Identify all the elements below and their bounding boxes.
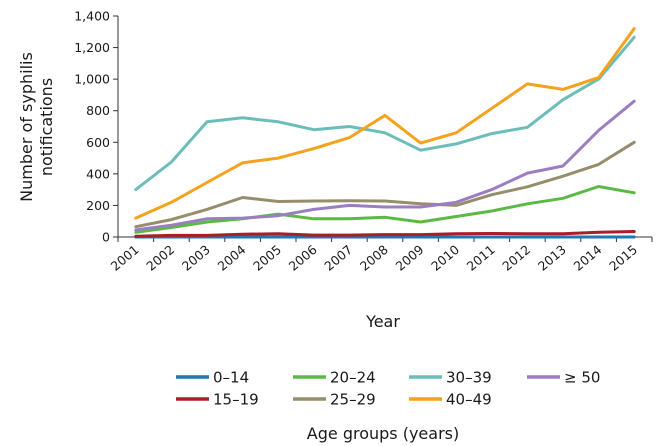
x-tick-label: 2005 (250, 242, 284, 274)
series-line (134, 185, 636, 234)
series-line (134, 35, 636, 192)
legend-item: 25–29 (293, 391, 376, 409)
y-tick-label: 1,200 (74, 40, 110, 55)
legend-label: 15–19 (213, 391, 259, 409)
y-axis-title-line-2: notifications (37, 78, 56, 176)
series-line (134, 140, 636, 229)
y-tick-label: 200 (86, 198, 110, 213)
legend-label: 25–29 (330, 391, 376, 409)
x-tick-label: 2002 (143, 242, 177, 274)
legend-item: 0–14 (176, 369, 249, 387)
x-axis-title: Year (365, 312, 400, 331)
x-tick-label: 2009 (393, 242, 427, 274)
series-line (134, 230, 636, 238)
y-axis-title-line-1: Number of syphilis (17, 52, 36, 202)
x-tick-label: 2013 (535, 242, 569, 274)
legend-item: 15–19 (176, 391, 259, 409)
series-lines (134, 27, 636, 239)
legend-title: Age groups (years) (307, 424, 459, 443)
legend-label: 40–49 (446, 391, 492, 409)
x-tick-label: 2006 (286, 242, 320, 274)
y-tick-label: 1,000 (74, 72, 110, 87)
y-tick-label: 400 (86, 166, 110, 181)
series-line (134, 27, 636, 220)
legend-label: ≥ 50 (564, 369, 600, 387)
series-line (134, 99, 636, 232)
x-tick-label: 2007 (321, 242, 355, 274)
x-tick-label: 2011 (464, 242, 498, 274)
y-tick-label: 600 (86, 135, 110, 150)
legend-label: 20–24 (330, 369, 376, 387)
x-tick-label: 2001 (108, 242, 142, 274)
legend-item: 40–49 (409, 391, 492, 409)
x-tick-label: 2015 (606, 242, 640, 274)
legend: 0–14 20–24 30–39 ≥ 50 15–19 25–29 40–49 (176, 369, 600, 409)
legend-item: 30–39 (409, 369, 492, 387)
x-tick-label: 2004 (215, 242, 249, 274)
legend-item: ≥ 50 (527, 369, 600, 387)
legend-item: 20–24 (293, 369, 376, 387)
x-tick-label: 2008 (357, 242, 391, 274)
y-tick-label: 0 (102, 230, 110, 245)
legend-label: 0–14 (213, 369, 249, 387)
x-tick-label: 2003 (179, 242, 213, 274)
y-tick-label: 800 (86, 103, 110, 118)
y-axis-title: Number of syphilis notifications (17, 52, 56, 202)
legend-label: 30–39 (446, 369, 492, 387)
y-tick-label: 1,400 (74, 9, 110, 24)
x-tick-label: 2010 (428, 242, 462, 274)
x-tick-label: 2014 (571, 242, 605, 274)
x-tick-label: 2012 (499, 242, 533, 274)
